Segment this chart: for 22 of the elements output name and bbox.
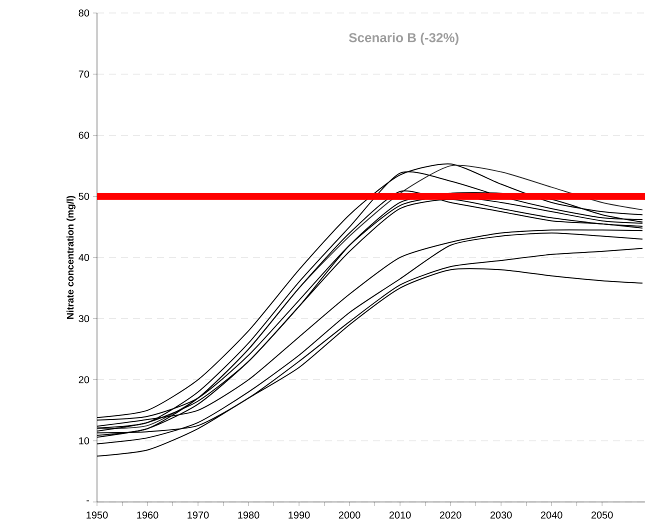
y-tick-label: 70 [78,70,90,78]
y-tick-label: 40 [78,254,90,262]
x-tick-label: 1960 [137,512,158,519]
y-tick-label: 20 [78,376,90,384]
x-tick-label: 2020 [440,512,462,519]
x-tick-label: 2030 [490,512,512,519]
y-tick-label: 30 [78,315,90,322]
y-tick-label: 60 [78,132,90,139]
x-tick-label: 2010 [389,512,411,519]
y-tick-label: 80 [78,9,90,17]
y-tick-label: 10 [79,437,90,444]
y-tick-label: 50 [78,192,90,200]
x-tick-label: 2000 [338,512,360,519]
text: Scenario B (-32%) [348,32,458,45]
y-axis-title: Nitrate concentration (mg/l) [66,196,76,319]
x-tick-label: 1980 [238,512,260,519]
x-tick-label: 2040 [540,512,562,519]
x-tick-label: 1990 [288,512,310,519]
x-tick-label: 1950 [86,512,108,519]
x-tick-label: 2050 [591,512,613,519]
y-tick-label: - [86,500,90,502]
x-tick-label: 1970 [188,512,209,519]
